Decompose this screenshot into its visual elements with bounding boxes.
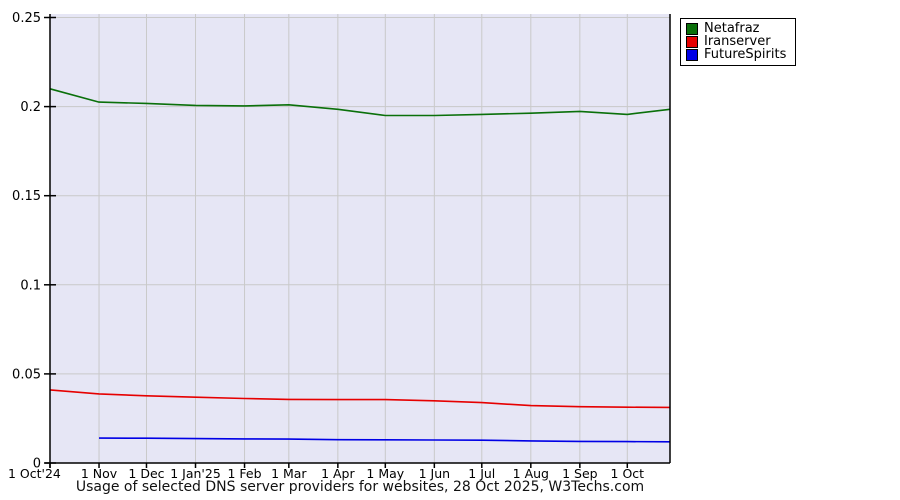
x-tick-label: 1 Jul (468, 466, 495, 481)
x-tick-label: 1 Jun (419, 466, 450, 481)
series-line-futurespirits (98, 437, 671, 443)
legend-swatch-icon (686, 22, 698, 35)
x-tick-label: 1 Feb (228, 466, 262, 481)
y-tick-label: 0.1 (20, 278, 41, 293)
y-tick-label: 0.25 (12, 11, 41, 26)
x-tick-label: 1 Dec (128, 466, 164, 481)
x-tick-label: 1 Apr (321, 466, 355, 481)
legend-label: Iranserver (704, 34, 771, 49)
legend-row-futurespirits: FutureSpirits (686, 48, 789, 61)
x-tick-label: 1 Oct'24 (8, 466, 61, 481)
y-tick-label: 0 (33, 457, 41, 472)
x-tick-label: 1 Jan'25 (170, 466, 221, 481)
y-tick-label: 0.05 (12, 367, 41, 382)
series-line-iranserver (49, 389, 671, 409)
x-tick-label: 1 May (366, 466, 404, 481)
legend-swatch-icon (686, 35, 698, 48)
legend-box: Netafraz Iranserver FutureSpirits (680, 18, 796, 66)
legend-label: FutureSpirits (704, 47, 787, 62)
x-tick-label: 1 Oct (611, 466, 645, 481)
plot-background (50, 14, 670, 463)
series-line-netafraz (49, 88, 671, 117)
legend-row-netafraz: Netafraz (686, 22, 789, 35)
x-tick-label: 1 Nov (81, 466, 118, 481)
legend-row-iranserver: Iranserver (686, 35, 789, 48)
legend-swatch-icon (686, 48, 698, 61)
x-tick-label: 1 Mar (271, 466, 307, 481)
y-tick-label: 0.2 (20, 100, 41, 115)
x-tick-label: 1 Aug (513, 466, 549, 481)
y-tick-label: 0.15 (12, 189, 41, 204)
legend-label: Netafraz (704, 21, 760, 36)
x-tick-label: 1 Sep (562, 466, 598, 481)
chart-title: Usage of selected DNS server providers f… (75, 479, 645, 495)
